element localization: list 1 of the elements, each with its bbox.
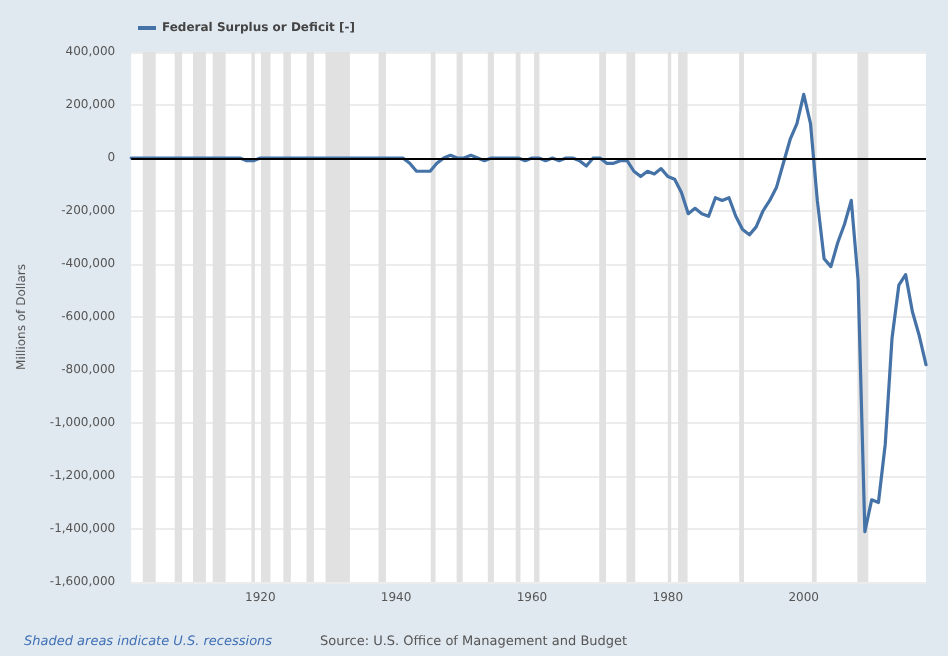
line-series <box>129 92 928 534</box>
